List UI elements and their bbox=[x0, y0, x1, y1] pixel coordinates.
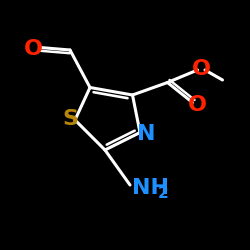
Text: O: O bbox=[192, 59, 211, 79]
Text: O: O bbox=[188, 95, 207, 115]
Text: NH: NH bbox=[132, 178, 170, 198]
Text: S: S bbox=[62, 109, 78, 129]
Text: O: O bbox=[24, 39, 43, 59]
Text: N: N bbox=[137, 124, 156, 144]
Text: 2: 2 bbox=[158, 186, 168, 201]
